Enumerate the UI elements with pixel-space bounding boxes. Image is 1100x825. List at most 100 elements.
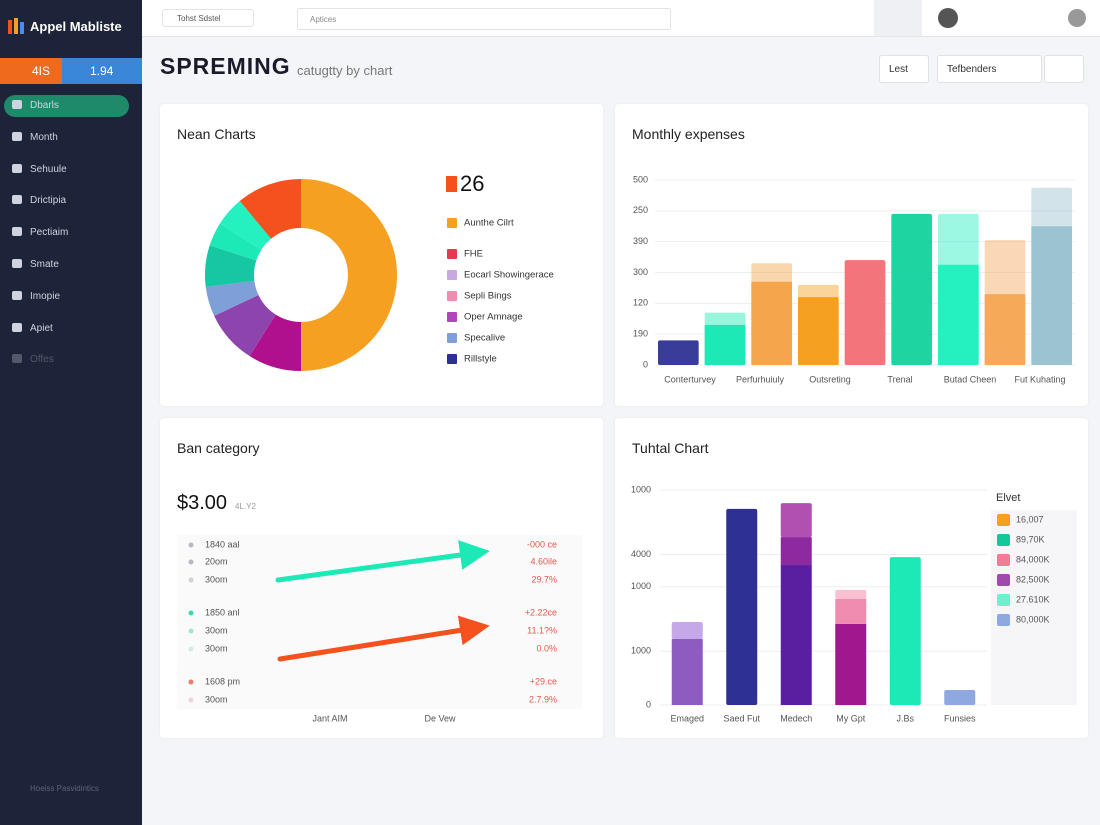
chart-button[interactable] (1044, 55, 1084, 83)
bar (798, 297, 839, 365)
bar-segment (835, 599, 867, 624)
x-tick-label: My Gpt (836, 713, 866, 723)
trend-arrow (277, 615, 490, 662)
legend-swatch (997, 614, 1010, 626)
amount: $3.00 (177, 492, 228, 514)
row-dot (188, 628, 194, 634)
row-label: 30om (205, 574, 228, 584)
badge[interactable]: 4IS (0, 58, 62, 84)
bar-segment (671, 622, 703, 639)
bar-segment (726, 508, 758, 705)
legend-label: Specalive (464, 333, 505, 344)
x-tick-label: Fut Kuhating (1014, 374, 1065, 384)
big-number: 26 (460, 171, 484, 196)
x-tick-label: Conterturvey (664, 374, 716, 384)
row-label: 20om (205, 556, 228, 566)
avatar[interactable] (938, 8, 958, 28)
row-label: 1840 aal (205, 539, 240, 549)
nav-item[interactable]: Pectiaim (12, 227, 68, 238)
x-tick-label: Outsreting (809, 374, 851, 384)
donut-slice (214, 295, 276, 357)
y-tick-label: 0 (646, 699, 651, 709)
row-label: 30om (205, 694, 228, 704)
brand: Appel Mabliste (30, 19, 122, 34)
nav-item[interactable]: Dbarls (12, 100, 59, 111)
nav-label: Apiet (30, 322, 53, 334)
card: Ban category $3.00 4L.Y2 1840 aal -000 ce… (160, 418, 603, 738)
nav-item[interactable]: Apiet (12, 322, 53, 334)
y-tick-label: 1000 (631, 484, 651, 494)
bar (1031, 226, 1072, 365)
trend-arrow (275, 540, 490, 583)
legend-swatch (447, 270, 457, 280)
legend-label: Aunthe Cilrt (464, 218, 514, 229)
x-tick-label: Emaged (670, 713, 704, 723)
legend-swatch (997, 554, 1010, 566)
row-value: +2.22ce (525, 607, 557, 617)
nav-label: Pectiaim (30, 227, 69, 239)
axis-label: Jant AIM (312, 713, 347, 723)
row-dot (188, 697, 194, 703)
legend-swatch (447, 291, 457, 301)
nav-item[interactable]: Offes (12, 354, 54, 365)
x-tick-label: Medech (780, 713, 812, 723)
row-dot (188, 679, 194, 685)
nav-item[interactable]: Sehuule (12, 163, 67, 175)
legend-swatch (447, 312, 457, 322)
card: Nean Charts 26 Aunthe Cilrt FHE Eocarl Show… (160, 104, 603, 406)
row-dot (188, 577, 194, 583)
row-dot (188, 646, 194, 652)
card-title: Tuhtal Chart (632, 440, 709, 456)
search-box[interactable]: Aptices (297, 8, 671, 30)
row-label: 1850 anl (205, 607, 240, 617)
stacked-bar-chart: 0 1000 1000 4000 1000 Emaged Saed Fut Medech My … (631, 484, 1077, 723)
nav-item[interactable]: Drictipia (12, 195, 66, 206)
page-title: SPREMING (160, 53, 291, 79)
legend-label: 84,000K (1016, 554, 1050, 564)
donut-slice (219, 201, 272, 250)
y-tick-label: 1000 (631, 581, 651, 591)
nav-label: Imopie (30, 290, 61, 302)
bar (751, 281, 792, 365)
filter-dropdown[interactable]: Tohst Sdstel (162, 9, 254, 27)
legend-swatch (446, 176, 457, 192)
active-pill (4, 95, 129, 117)
legend-label: 80,000K (1016, 614, 1050, 624)
dropdown[interactable]: Tefbenders (937, 55, 1042, 83)
nav-label: Dbarls (30, 100, 59, 111)
bar-segment (835, 589, 867, 600)
row-dot (188, 610, 194, 616)
toolbar-button[interactable] (874, 0, 922, 36)
nav-label: Offes (30, 354, 54, 366)
dropdown[interactable]: Lest (879, 55, 929, 83)
bar-segment (944, 689, 976, 705)
row-value: 2.7.9% (529, 694, 557, 704)
nav-item[interactable]: Imopie (12, 290, 61, 302)
y-tick-label: 4000 (631, 549, 651, 559)
bar-segment (835, 623, 867, 705)
y-tick-label: 300 (633, 267, 648, 277)
bar-segment (780, 503, 812, 538)
row-value: +29.ce (530, 676, 557, 686)
donut-slice (301, 179, 397, 371)
badge[interactable]: 1.94 (62, 58, 142, 84)
trend-list: 1840 aal -000 ce 20om 4.60ile 30om 29.7% 1850 … (177, 535, 582, 723)
donut-slice (205, 280, 259, 316)
legend-swatch (997, 514, 1010, 526)
nav-label: Drictipia (30, 195, 67, 207)
donut-slice (239, 179, 301, 239)
bar-segment (780, 565, 812, 705)
bar-segment (889, 557, 921, 705)
legend-swatch (997, 574, 1010, 586)
row-value: 29.7% (531, 574, 557, 584)
nav-item[interactable]: Smate (12, 259, 59, 270)
legend-swatch (447, 218, 457, 228)
settings-icon[interactable] (1068, 9, 1086, 27)
y-tick-label: 250 (633, 205, 648, 215)
legend-swatch (997, 594, 1010, 606)
y-tick-label: 390 (633, 236, 648, 246)
row-dot (188, 542, 194, 548)
nav-item[interactable]: Month (12, 131, 58, 143)
legend-swatch (447, 333, 457, 343)
bar-chart: 0 190 120 300 390 250 500 Conterturvey Perfurhui… (633, 174, 1075, 384)
